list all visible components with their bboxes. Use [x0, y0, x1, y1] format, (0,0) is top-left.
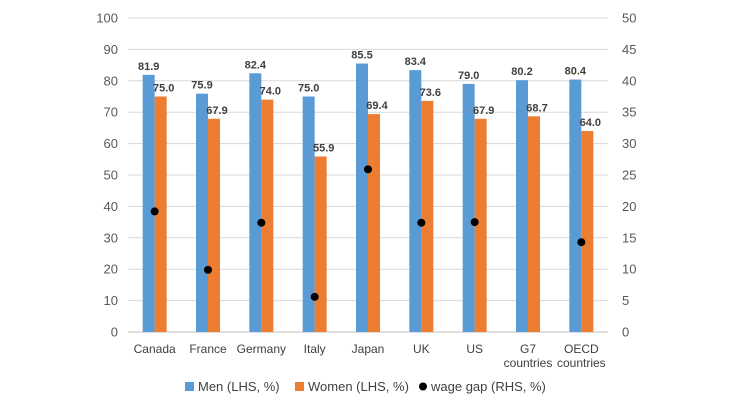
data-label-men: 75.0 — [298, 83, 319, 95]
bar-women — [208, 118, 220, 332]
bar-women — [154, 96, 167, 332]
wage-gap-points — [150, 165, 586, 301]
bar-women — [261, 99, 274, 332]
data-label-women: 73.6 — [420, 87, 441, 99]
category-label: OECD countries — [557, 342, 606, 370]
bar-men — [302, 96, 315, 332]
wage-gap-point — [470, 218, 479, 227]
bar-women — [368, 114, 380, 332]
wage-gap-point — [204, 265, 212, 274]
bar-men — [142, 74, 155, 333]
data-label-men: 82.4 — [245, 59, 267, 71]
wage-gap-point — [577, 238, 586, 247]
data-label-women: 67.9 — [473, 105, 494, 117]
bar-women — [581, 131, 594, 332]
data-label-women: 75.0 — [153, 83, 174, 95]
y-left-tick-label: 30 — [104, 230, 118, 245]
data-label-women: 68.7 — [526, 102, 547, 114]
bar-women — [474, 118, 487, 332]
category-label: Germany — [237, 342, 286, 356]
y-right-tick-label: 10 — [622, 262, 636, 277]
data-label-men: 79.0 — [458, 70, 479, 82]
legend-label-wage-gap: wage gap (RHS, %) — [430, 379, 546, 394]
data-label-men: 83.4 — [405, 56, 427, 68]
data-label-men: 75.9 — [191, 80, 212, 92]
y-left-tick-label: 90 — [104, 42, 118, 57]
y-right-tick-label: 25 — [622, 168, 636, 183]
y-left-tick-label: 40 — [104, 199, 118, 214]
left-axis: 0 10 20 30 40 50 60 70 80 90 100 — [96, 11, 118, 340]
bar-men — [462, 83, 475, 332]
y-left-tick-label: 20 — [104, 262, 118, 277]
y-left-tick-label: 70 — [104, 105, 118, 120]
data-label-men: 80.2 — [511, 66, 532, 78]
y-left-tick-label: 0 — [111, 325, 118, 340]
wage-gap-point — [417, 218, 426, 227]
data-labels: 81.9 75.0 75.9 67.9 82.4 74.0 75.0 55.9 85.5 69.4… — [138, 50, 601, 155]
bar-men — [409, 70, 422, 333]
data-label-women: 74.0 — [260, 86, 281, 98]
bar-women — [528, 116, 540, 332]
legend-marker-wage-gap — [419, 382, 427, 391]
data-label-women: 64.0 — [580, 117, 601, 129]
data-label-men: 81.9 — [138, 61, 159, 73]
y-right-tick-label: 5 — [622, 293, 629, 308]
y-right-tick-label: 45 — [622, 42, 636, 57]
y-left-tick-label: 50 — [104, 168, 118, 183]
category-label: US — [466, 342, 483, 356]
bar-men — [569, 79, 582, 332]
category-label: Italy — [304, 342, 326, 356]
y-right-tick-label: 0 — [622, 325, 629, 340]
y-left-tick-label: 10 — [104, 293, 118, 308]
category-label: G7 countries — [504, 342, 553, 370]
y-right-tick-label: 40 — [622, 73, 636, 88]
bars — [142, 63, 594, 333]
bar-men — [196, 93, 208, 332]
y-right-tick-label: 15 — [622, 230, 636, 245]
legend-label-women: Women (LHS, %) — [308, 379, 409, 394]
wage-gap-point — [364, 165, 372, 174]
category-label: Japan — [352, 342, 385, 356]
category-label: France — [189, 342, 227, 356]
bar-women — [314, 156, 327, 332]
y-left-tick-label: 100 — [96, 11, 118, 26]
data-label-women: 69.4 — [366, 100, 388, 112]
wage-gap-point — [257, 218, 266, 227]
category-label: UK — [413, 342, 430, 356]
bar-women — [421, 100, 434, 333]
wage-gap-point — [150, 207, 159, 216]
data-label-men: 80.4 — [565, 66, 587, 78]
bar-men — [249, 73, 262, 332]
data-label-women: 55.9 — [313, 142, 334, 154]
legend: Men (LHS, %) Women (LHS, %) wage gap (RH… — [185, 379, 546, 394]
y-right-tick-label: 35 — [622, 105, 636, 120]
category-label: Canada — [134, 342, 176, 356]
category-labels: Canada France Germany Italy Japan UK US G7 count… — [134, 342, 606, 370]
legend-label-men: Men (LHS, %) — [198, 379, 280, 394]
bar-men — [356, 63, 368, 332]
y-right-tick-label: 30 — [622, 136, 636, 151]
legend-swatch-women — [295, 382, 304, 391]
data-label-men: 85.5 — [351, 50, 372, 62]
right-axis: 0 5 10 15 20 25 30 35 40 45 50 — [622, 11, 636, 340]
wage-gap-point — [310, 292, 319, 301]
y-right-tick-label: 50 — [622, 11, 636, 26]
bar-men — [516, 80, 528, 332]
legend-swatch-men — [185, 382, 194, 391]
y-left-tick-label: 80 — [104, 73, 118, 88]
y-right-tick-label: 20 — [622, 199, 636, 214]
y-left-tick-label: 60 — [104, 136, 118, 151]
data-label-women: 67.9 — [206, 105, 227, 117]
